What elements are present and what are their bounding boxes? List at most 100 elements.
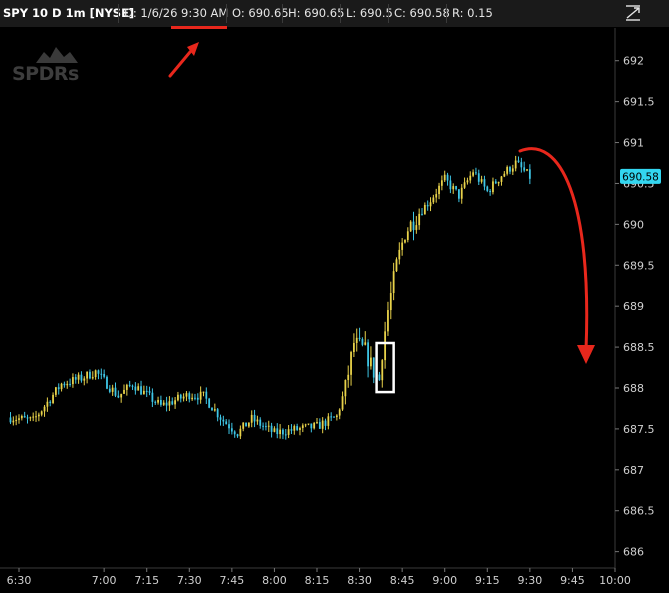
candle-body (483, 179, 486, 187)
candle-body (171, 401, 174, 405)
y-tick-label: 688 (623, 382, 644, 395)
candle-body (86, 371, 89, 379)
candle-body (134, 386, 137, 391)
candle-body (282, 429, 284, 435)
y-tick-label: 691 (623, 137, 644, 150)
candle-body (401, 242, 404, 250)
y-tick-label: 690 (623, 218, 644, 231)
candle-body (106, 376, 108, 389)
x-tick-label: 9:30 (518, 574, 543, 587)
candle-body (80, 374, 83, 381)
expand-icon[interactable] (622, 3, 644, 23)
y-tick-label: 689.5 (623, 259, 655, 272)
candle-body (177, 394, 179, 401)
candle-body (469, 175, 472, 181)
candle-body (165, 402, 168, 406)
candle-body (91, 377, 94, 379)
candle-body (228, 424, 230, 429)
candle-body (443, 174, 446, 181)
candle-body (230, 428, 233, 432)
candle-body (128, 384, 131, 386)
candle-body (15, 419, 18, 421)
candle-body (378, 374, 381, 381)
candle-body (446, 174, 449, 181)
candle-body (213, 409, 216, 411)
candle-body (429, 202, 432, 207)
candle-body (361, 339, 364, 345)
candle-body (12, 420, 15, 423)
candle-body (489, 190, 492, 193)
high-readout: H: 690.65 (282, 4, 344, 23)
candle-body (472, 172, 474, 176)
candle-body (418, 213, 421, 226)
candle-body (40, 411, 43, 415)
candle-body (318, 422, 321, 429)
candle-body (310, 423, 313, 429)
symbol-label[interactable]: SPY 10 D 1m [NYSE] (3, 6, 135, 20)
candle-body (520, 162, 523, 168)
candle-body (509, 167, 511, 172)
candle-body (409, 221, 412, 232)
candle-body (239, 428, 242, 437)
candle-body (293, 426, 296, 431)
candle-body (426, 204, 429, 207)
candle-body (284, 434, 287, 436)
x-tick-label: 7:00 (92, 574, 117, 587)
candle-body (225, 421, 228, 425)
candle-body (179, 394, 182, 399)
x-tick-label: 6:30 (7, 574, 32, 587)
candle-body (267, 425, 270, 427)
candle-body (196, 397, 199, 400)
candle-body (52, 394, 54, 403)
candle-body (279, 429, 282, 435)
candle-body (526, 169, 528, 171)
candle-body (69, 383, 71, 385)
candle-body (117, 395, 120, 398)
candle-body (475, 172, 477, 174)
candle-body (182, 396, 185, 399)
candle-body (123, 389, 125, 394)
candle-body (327, 416, 330, 426)
candle-body (307, 423, 310, 425)
candle-body (511, 168, 514, 172)
candle-body (497, 181, 500, 184)
candle-body (37, 414, 40, 417)
candle-body (273, 428, 276, 432)
candle-body (253, 414, 256, 422)
candle-body (438, 185, 440, 195)
candle-body (316, 422, 318, 424)
candle-body (352, 342, 355, 353)
candle-series (9, 155, 531, 440)
candle-body (131, 385, 134, 387)
candle-body (432, 197, 435, 203)
x-tick-label: 7:45 (220, 574, 245, 587)
candle-body (262, 425, 264, 427)
candle-body (256, 419, 259, 422)
candle-body (440, 180, 443, 186)
spdr-watermark-logo: SPDRs (12, 47, 80, 85)
candle-body (43, 406, 46, 412)
y-tick-label: 686.5 (623, 505, 655, 518)
candle-body (250, 414, 253, 423)
annotations (168, 26, 595, 394)
y-tick-label: 687.5 (623, 423, 655, 436)
candle-body (341, 396, 344, 410)
x-tick-label: 8:30 (347, 574, 372, 587)
candle-body (392, 271, 395, 294)
candle-body (157, 399, 159, 403)
candle-body (523, 167, 526, 171)
candle-body (372, 357, 375, 378)
candle-body (199, 391, 202, 400)
x-tick-label: 8:45 (390, 574, 415, 587)
candle-body (35, 416, 37, 418)
candle-body (185, 393, 188, 397)
candle-body (287, 429, 290, 435)
candle-body (245, 422, 247, 427)
y-tick-label: 691.5 (623, 96, 655, 109)
candle-body (120, 393, 123, 398)
candle-body (404, 239, 406, 243)
candle-body (384, 331, 387, 361)
candle-body (477, 173, 480, 182)
x-tick-label: 7:30 (177, 574, 202, 587)
